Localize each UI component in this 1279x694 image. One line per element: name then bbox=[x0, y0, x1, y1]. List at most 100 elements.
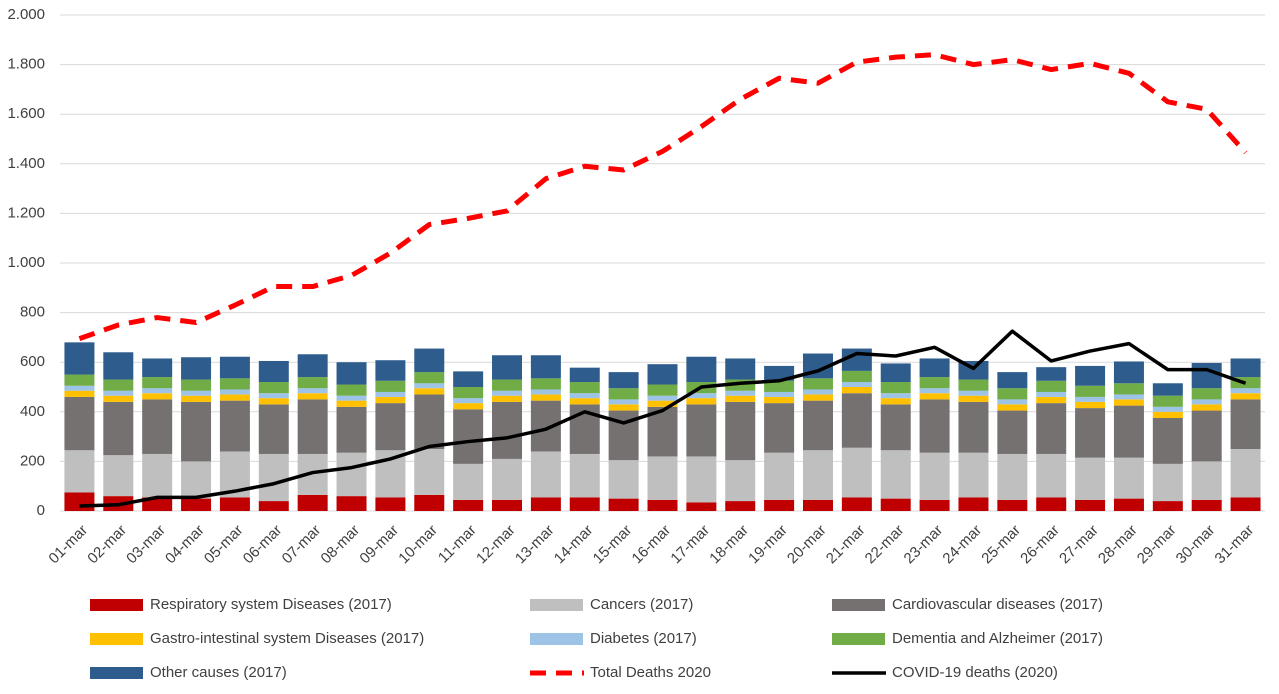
legend-label: Other causes (2017) bbox=[150, 664, 287, 681]
bar-segment bbox=[997, 453, 1028, 500]
bar-segment bbox=[1113, 361, 1144, 384]
bar-segment bbox=[802, 450, 833, 500]
legend-swatch bbox=[90, 667, 143, 679]
bar-segment bbox=[219, 356, 250, 379]
bar-segment bbox=[258, 501, 289, 511]
bar-segment bbox=[1113, 394, 1144, 400]
bar-segment bbox=[258, 393, 289, 399]
bar-segment bbox=[453, 387, 484, 399]
bar-segment bbox=[919, 358, 950, 378]
bar-segment bbox=[142, 399, 173, 454]
bar-segment bbox=[492, 458, 523, 500]
legend-label: Gastro-intestinal system Diseases (2017) bbox=[150, 630, 424, 647]
bar-segment bbox=[181, 401, 212, 462]
bar-segment bbox=[453, 463, 484, 500]
bar-segment bbox=[258, 382, 289, 394]
bar-segment bbox=[219, 389, 250, 395]
bar-segment bbox=[181, 498, 212, 511]
bar-segment bbox=[375, 360, 406, 381]
x-tick-label: 20-mar bbox=[784, 522, 830, 568]
bar-segment bbox=[530, 394, 561, 401]
bar-segment bbox=[336, 452, 367, 497]
x-tick-label: 08-mar bbox=[318, 522, 364, 568]
bar-segment bbox=[492, 395, 523, 402]
bar-segment bbox=[608, 404, 639, 411]
bar-segment bbox=[64, 385, 95, 391]
bar-segment bbox=[336, 362, 367, 385]
bar-segment bbox=[841, 370, 872, 383]
bar-segment bbox=[880, 498, 911, 511]
y-tick-label: 800 bbox=[20, 304, 45, 321]
bar-segment bbox=[802, 394, 833, 401]
bar-segment bbox=[219, 400, 250, 452]
bar-segment bbox=[453, 409, 484, 464]
x-tick-label: 23-mar bbox=[901, 522, 947, 568]
x-tick-label: 17-mar bbox=[667, 522, 713, 568]
bar-segment bbox=[880, 398, 911, 405]
bar-segment bbox=[569, 398, 600, 405]
bar-segment bbox=[297, 399, 328, 454]
bar-segment bbox=[569, 393, 600, 399]
bar-segment bbox=[1152, 501, 1183, 511]
bar-segment bbox=[1036, 453, 1067, 498]
bar-segment bbox=[686, 398, 717, 405]
bar-segment bbox=[1230, 358, 1261, 378]
bar-segment bbox=[1075, 385, 1106, 397]
bar-segment bbox=[258, 360, 289, 383]
bar-segment bbox=[1075, 408, 1106, 458]
bar-segment bbox=[1036, 497, 1067, 511]
x-tick-label: 09-mar bbox=[356, 522, 402, 568]
bar-segment bbox=[686, 393, 717, 399]
bar-segment bbox=[1113, 405, 1144, 458]
bar-segment bbox=[530, 378, 561, 390]
bar-segment bbox=[880, 404, 911, 451]
bar-segment bbox=[1152, 411, 1183, 418]
bar-segment bbox=[336, 406, 367, 453]
bar-segment bbox=[103, 395, 134, 402]
x-tick-label: 06-mar bbox=[240, 522, 286, 568]
x-tick-label: 28-mar bbox=[1095, 522, 1141, 568]
bar-segment bbox=[258, 398, 289, 405]
bar-segment bbox=[530, 389, 561, 395]
bar-segment bbox=[1191, 388, 1222, 400]
bar-segment bbox=[802, 400, 833, 451]
bar-segment bbox=[453, 371, 484, 387]
bar-segment bbox=[492, 355, 523, 380]
legend-swatch bbox=[530, 633, 583, 645]
bar-segment bbox=[569, 497, 600, 511]
bar-segment bbox=[375, 403, 406, 451]
bar-segment bbox=[608, 460, 639, 499]
bar-segment bbox=[725, 358, 756, 380]
bar-segment bbox=[647, 364, 678, 385]
x-tick-label: 25-mar bbox=[978, 522, 1024, 568]
bar-segment bbox=[1036, 396, 1067, 404]
bar-segment bbox=[802, 378, 833, 390]
bar-segment bbox=[258, 453, 289, 502]
bar-segment bbox=[880, 382, 911, 394]
bar-segment bbox=[1075, 365, 1106, 386]
bar-segment bbox=[647, 395, 678, 401]
bar-segment bbox=[764, 391, 795, 397]
bar-segment bbox=[414, 372, 445, 384]
bar-segment bbox=[492, 401, 523, 459]
bar-segment bbox=[453, 499, 484, 511]
legend-label: Diabetes (2017) bbox=[590, 630, 697, 647]
bar-segment bbox=[453, 403, 484, 410]
bar-segment bbox=[686, 404, 717, 457]
bar-segment bbox=[997, 410, 1028, 454]
bar-segment bbox=[103, 455, 134, 497]
bar-segment bbox=[530, 355, 561, 379]
bar-segment bbox=[1230, 449, 1261, 498]
y-tick-label: 0 bbox=[37, 502, 45, 519]
bar-segment bbox=[919, 388, 950, 394]
y-tick-label: 200 bbox=[20, 452, 45, 469]
bar-segment bbox=[1036, 403, 1067, 454]
bar-segment bbox=[647, 384, 678, 396]
x-tick-label: 03-mar bbox=[123, 522, 169, 568]
x-tick-label: 24-mar bbox=[939, 522, 985, 568]
bar-segment bbox=[1152, 463, 1183, 502]
bar-segment bbox=[764, 499, 795, 511]
legend-swatch bbox=[530, 599, 583, 611]
bar-segment bbox=[608, 388, 639, 400]
bar-segment bbox=[841, 382, 872, 387]
